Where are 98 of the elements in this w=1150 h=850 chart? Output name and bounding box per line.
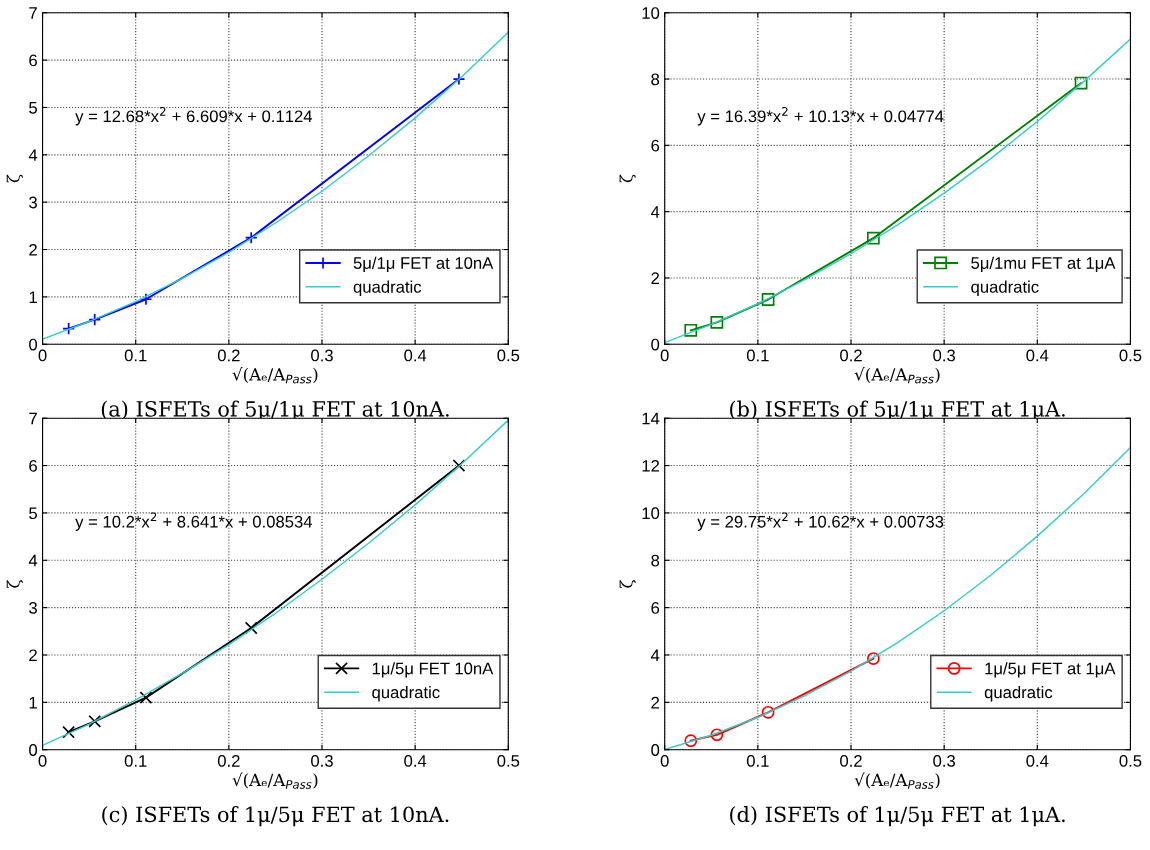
point [88, 313, 102, 327]
y-tick-label: 6 [29, 54, 37, 67]
y-tick-label: 0 [29, 338, 38, 351]
x-tick-label: 0.4 [404, 349, 427, 362]
y-tick-label: 4 [650, 206, 660, 218]
x-tick-label: 0 [660, 349, 669, 362]
legend-label: 1μ/5μ FET 10nA [372, 662, 494, 678]
y-tick-label: 2 [29, 243, 37, 256]
legend-label: quadratic [372, 686, 440, 702]
point [1074, 76, 1088, 90]
legend-label: quadratic [984, 686, 1053, 702]
y-tick-label: 0 [29, 744, 38, 756]
y-tick-label: 4 [28, 554, 38, 567]
point [244, 621, 258, 635]
y-axis-title: ζ [6, 174, 23, 183]
x-tick-label: 0.5 [497, 755, 520, 767]
x-tick-label: 0.1 [746, 349, 769, 362]
point [684, 323, 698, 337]
legend-label: 1μ/5μ FET at 1μA [985, 662, 1116, 678]
y-axis-title: ζ [619, 580, 636, 588]
point [684, 734, 698, 748]
legend-label: 5μ/1μ FET at 10nA [353, 256, 494, 272]
x-axis-title: √(Aₑ/A$_{Pass}$) [232, 772, 318, 789]
x-tick-label: 0.3 [311, 755, 333, 767]
y-tick-label: 10 [642, 507, 660, 520]
line-series [42, 419, 509, 747]
y-tick-label: 6 [651, 602, 660, 614]
x-tick-label: 0.2 [217, 755, 240, 767]
x-tick-label: 0.3 [933, 349, 955, 362]
x-axis-title: √(Aₑ/A$_{Pass}$) [854, 772, 940, 789]
x-tick-label: 0.5 [1119, 349, 1142, 362]
y-tick-label: 7 [29, 7, 37, 19]
annotation: y = 16.39*x$^{2}$ + 10.13*x + 0.04774 [697, 106, 944, 126]
y-tick-label: 1 [29, 696, 37, 709]
x-tick-label: 0.3 [933, 755, 955, 767]
annotation: y = 29.75*x$^{2}$ + 10.62*x + 0.00733 [697, 512, 944, 531]
point [866, 652, 880, 665]
y-tick-label: 3 [29, 196, 37, 209]
y-tick-label: 12 [642, 459, 659, 472]
y-tick-label: 14 [642, 412, 660, 425]
x-tick-label: 0.4 [1026, 349, 1049, 362]
annotation: y = 10.2*x$^{2}$ + 8.641*x + 0.08534 [75, 512, 313, 531]
y-tick-label: 2 [29, 649, 37, 662]
y-tick-label: 4 [28, 149, 38, 161]
x-tick-label: 0.3 [311, 349, 333, 362]
x-tick-label: 0 [38, 755, 47, 767]
y-tick-label: 6 [651, 139, 660, 152]
point [139, 292, 153, 306]
x-tick-label: 0.1 [124, 755, 147, 767]
annotation: (b) ISFETs of 5μ/1μ FET at 1μA. [730, 400, 1065, 421]
point [244, 231, 258, 245]
x-tick-label: 0.1 [746, 755, 769, 767]
y-axis-title: ζ [619, 174, 636, 183]
point [62, 725, 76, 739]
y-tick-label: 2 [651, 272, 659, 284]
x-tick-label: 0.4 [404, 755, 427, 767]
text: (d) ISFETs of 1μ/5μ FET at 1μA. [730, 806, 1065, 827]
y-tick-label: 8 [651, 554, 660, 567]
y-tick-label: 0 [651, 338, 660, 351]
point [62, 322, 76, 336]
point [710, 315, 724, 329]
point [139, 691, 153, 704]
x-tick-label: 0.1 [124, 349, 147, 362]
text: (c) ISFETs of 1μ/5μ FET at 10nA. [102, 806, 449, 827]
y-tick-label: 2 [651, 696, 659, 709]
y-tick-label: 4 [650, 649, 660, 662]
x-tick-label: 0.2 [217, 349, 240, 362]
y-tick-label: 6 [29, 459, 37, 472]
point [452, 72, 466, 86]
y-tick-label: 1 [29, 291, 37, 303]
point [88, 714, 102, 728]
legend-label: quadratic [971, 280, 1039, 297]
x-tick-label: 0.2 [840, 349, 862, 362]
y-tick-label: 8 [651, 73, 660, 86]
legend-label: 5μ/1mu FET at 1μA [971, 256, 1116, 272]
point [710, 728, 724, 742]
y-tick-label: 10 [642, 7, 660, 19]
annotation: (a) ISFETs of 5μ/1μ FET at 10nA. [101, 400, 449, 421]
legend-label: quadratic [353, 280, 422, 297]
x-tick-label: 0.5 [1119, 755, 1142, 767]
y-tick-label: 7 [29, 412, 37, 425]
y-tick-label: 3 [29, 602, 37, 614]
x-axis-title: √(Aₑ/A$_{Pass}$) [232, 366, 318, 384]
point [761, 705, 775, 719]
x-tick-label: 0 [38, 349, 47, 362]
x-axis-title: √(Aₑ/A$_{Pass}$) [854, 366, 940, 384]
x-tick-label: 0.2 [840, 755, 862, 767]
y-tick-label: 0 [651, 744, 660, 756]
point [761, 293, 775, 306]
x-tick-label: 0 [660, 755, 669, 767]
x-tick-label: 0.4 [1026, 755, 1049, 767]
y-tick-label: 5 [29, 102, 37, 114]
y-tick-label: 5 [29, 507, 37, 520]
annotation: y = 12.68*x$^{2}$ + 6.609*x + 0.1124 [75, 106, 313, 126]
x-tick-label: 0.5 [497, 349, 520, 362]
line-series [42, 31, 509, 340]
y-axis-title: ζ [6, 580, 23, 588]
point [866, 231, 880, 245]
